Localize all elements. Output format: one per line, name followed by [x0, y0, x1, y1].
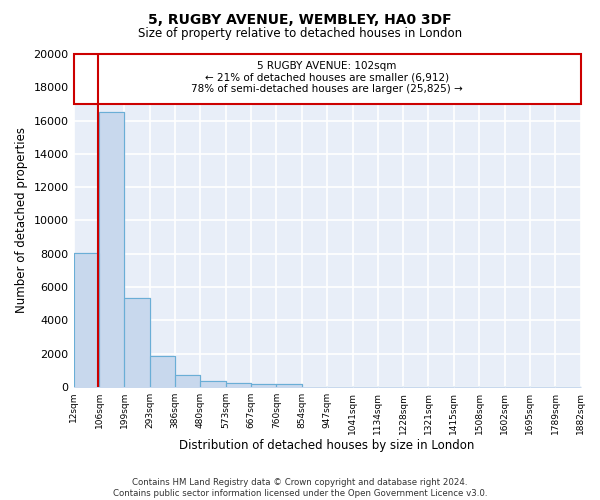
- X-axis label: Distribution of detached houses by size in London: Distribution of detached houses by size …: [179, 440, 475, 452]
- FancyBboxPatch shape: [74, 54, 581, 104]
- Y-axis label: Number of detached properties: Number of detached properties: [15, 128, 28, 314]
- Text: Size of property relative to detached houses in London: Size of property relative to detached ho…: [138, 28, 462, 40]
- Text: 78% of semi-detached houses are larger (25,825) →: 78% of semi-detached houses are larger (…: [191, 84, 463, 94]
- Text: 5 RUGBY AVENUE: 102sqm: 5 RUGBY AVENUE: 102sqm: [257, 60, 397, 70]
- Text: 5, RUGBY AVENUE, WEMBLEY, HA0 3DF: 5, RUGBY AVENUE, WEMBLEY, HA0 3DF: [148, 12, 452, 26]
- Text: Contains HM Land Registry data © Crown copyright and database right 2024.
Contai: Contains HM Land Registry data © Crown c…: [113, 478, 487, 498]
- Text: ← 21% of detached houses are smaller (6,912): ← 21% of detached houses are smaller (6,…: [205, 72, 449, 83]
